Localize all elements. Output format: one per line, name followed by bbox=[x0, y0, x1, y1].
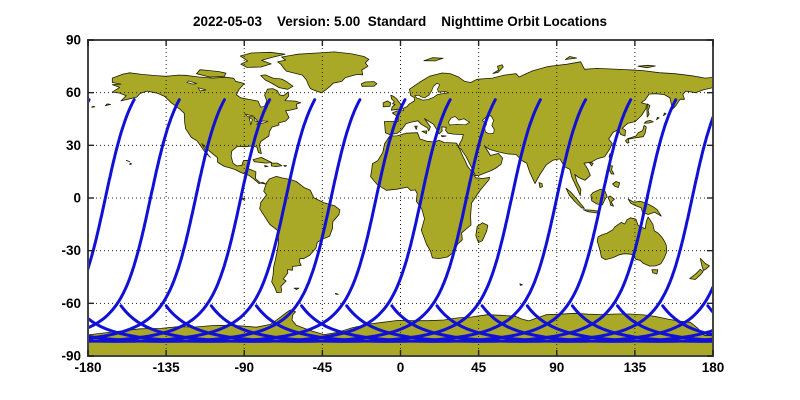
landmass bbox=[565, 56, 578, 60]
landmass bbox=[196, 69, 227, 78]
landmass bbox=[129, 162, 132, 165]
x-tick-label: -45 bbox=[313, 360, 333, 375]
landmass bbox=[270, 162, 283, 167]
landmass bbox=[252, 157, 273, 164]
landmass bbox=[242, 197, 246, 201]
landmass bbox=[565, 187, 585, 209]
gridlines-layer bbox=[88, 40, 713, 356]
lake bbox=[197, 87, 207, 92]
landmass bbox=[260, 74, 294, 90]
y-tick-label: 0 bbox=[73, 191, 81, 206]
lake bbox=[253, 116, 259, 123]
lake bbox=[186, 80, 198, 85]
landmass bbox=[423, 57, 444, 62]
landmass bbox=[699, 258, 710, 271]
x-axis-labels: -180 -135 -90 -45 0 45 90 135 180 bbox=[74, 360, 724, 375]
y-tick-label: 60 bbox=[66, 85, 81, 100]
landmass bbox=[239, 51, 286, 68]
landmass bbox=[643, 120, 654, 124]
y-tick-label: -60 bbox=[61, 296, 81, 311]
x-tick-label: 135 bbox=[624, 360, 647, 375]
y-tick-label: 90 bbox=[66, 33, 81, 48]
landmass bbox=[293, 287, 300, 290]
orbit-tracks-layer bbox=[88, 98, 713, 343]
y-tick-label: 30 bbox=[66, 138, 81, 153]
landmass bbox=[596, 216, 668, 267]
x-tick-label: 90 bbox=[549, 360, 564, 375]
y-tick-label: -30 bbox=[61, 243, 81, 258]
landmass bbox=[637, 64, 656, 69]
orbit-track bbox=[706, 304, 713, 315]
lake bbox=[448, 116, 471, 126]
landmass bbox=[384, 61, 713, 196]
x-tick-label: -180 bbox=[74, 360, 101, 375]
landmass bbox=[663, 112, 667, 117]
landmass bbox=[259, 176, 341, 293]
orbit-track bbox=[88, 98, 181, 330]
lake bbox=[243, 113, 254, 118]
landmass bbox=[612, 181, 621, 188]
landmass bbox=[91, 105, 96, 108]
landmass bbox=[519, 283, 523, 286]
landmass bbox=[689, 268, 704, 280]
x-tick-label: -90 bbox=[234, 360, 254, 375]
landmass bbox=[656, 117, 660, 121]
landmass bbox=[651, 269, 659, 275]
landmass bbox=[625, 124, 647, 144]
plot-title: 2022-05-03 Version: 5.00 Standard Nightt… bbox=[192, 14, 608, 29]
landmass bbox=[492, 64, 504, 74]
landmass bbox=[283, 165, 287, 167]
landmass bbox=[335, 292, 339, 295]
landmass bbox=[277, 51, 370, 94]
landmass bbox=[360, 81, 378, 87]
landmass bbox=[538, 182, 543, 188]
landmass bbox=[421, 130, 428, 134]
landmass bbox=[126, 160, 131, 163]
x-tick-label: -135 bbox=[153, 360, 181, 375]
y-tick-label: -90 bbox=[61, 349, 81, 364]
landmass bbox=[475, 222, 489, 243]
landmass bbox=[646, 103, 651, 118]
landmass bbox=[414, 125, 418, 130]
axis-ticks bbox=[87, 39, 714, 357]
landmass bbox=[382, 100, 392, 108]
landmass bbox=[264, 165, 269, 168]
x-tick-label: 180 bbox=[702, 360, 725, 375]
landmass bbox=[589, 162, 594, 167]
lake bbox=[414, 82, 449, 101]
landmass bbox=[105, 103, 111, 107]
x-tick-label: 45 bbox=[471, 360, 487, 375]
lake bbox=[248, 116, 253, 126]
x-tick-label: 0 bbox=[397, 360, 405, 375]
orbit-track bbox=[88, 98, 226, 340]
landmass bbox=[111, 72, 302, 185]
y-axis-labels: 90 60 30 0 -30 -60 -90 bbox=[61, 33, 81, 364]
landmass bbox=[440, 135, 447, 138]
